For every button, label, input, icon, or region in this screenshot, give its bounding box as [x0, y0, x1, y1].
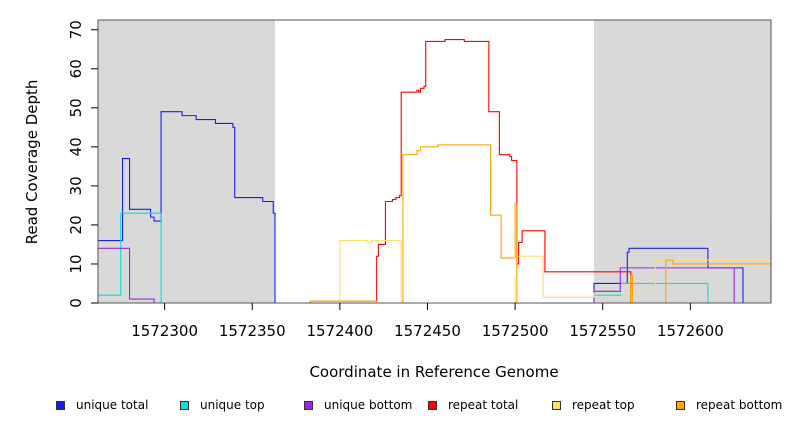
x-axis-ticks: 1572300 1572350 1572400 1572450 1572500 15725… [131, 303, 724, 340]
series-line-unique-total [98, 111, 771, 304]
legend-item: unique total [56, 398, 148, 412]
series-line-repeat-bottom [309, 144, 772, 304]
legend-label: repeat total [448, 398, 519, 412]
legend-item: repeat bottom [676, 398, 782, 412]
x-tick-label: 1572550 [569, 322, 636, 340]
series-line-repeat-total [309, 38, 772, 304]
y-tick-label: 20 [67, 215, 85, 234]
y-tick-label: 0 [67, 298, 85, 308]
x-tick-label: 1572300 [131, 322, 198, 340]
legend: unique total unique top unique bottom repea… [0, 398, 792, 420]
legend-swatch [180, 400, 189, 410]
legend-swatch [304, 400, 313, 410]
y-tick-label: 60 [67, 59, 85, 78]
x-tick-label: 1572600 [657, 322, 724, 340]
legend-label: unique total [76, 398, 149, 412]
legend-item: unique top [180, 398, 265, 412]
legend-item: repeat total [428, 398, 518, 412]
legend-swatch [428, 400, 437, 410]
y-axis-label: Read Coverage Depth [23, 80, 41, 245]
legend-swatch [552, 400, 561, 410]
legend-label: repeat top [572, 398, 635, 412]
legend-item: unique bottom [304, 398, 412, 412]
legend-label: repeat bottom [696, 398, 783, 412]
x-tick-label: 1572400 [306, 322, 373, 340]
shaded-region-0 [98, 20, 276, 303]
x-tick-label: 1572350 [219, 322, 286, 340]
plot-frame [97, 19, 772, 304]
x-tick-label: 1572500 [482, 322, 549, 340]
legend-swatch [676, 400, 685, 410]
shaded-regions [98, 20, 771, 303]
y-axis-ticks: 0 10 20 30 40 50 60 70 [67, 20, 98, 308]
y-tick-label: 40 [67, 137, 85, 156]
coverage-chart: 1572300 1572350 1572400 1572450 1572500 15725… [23, 19, 772, 381]
legend-label: unique bottom [324, 398, 413, 412]
shaded-region-1 [593, 20, 771, 303]
x-axis-label: Coordinate in Reference Genome [309, 363, 558, 381]
y-tick-label: 70 [67, 20, 85, 39]
legend-item: repeat top [552, 398, 635, 412]
legend-label: unique top [200, 398, 265, 412]
x-tick-label: 1572450 [394, 322, 461, 340]
y-tick-label: 10 [67, 254, 85, 273]
y-tick-label: 30 [67, 176, 85, 195]
legend-swatch [56, 400, 65, 410]
y-tick-label: 50 [67, 98, 85, 117]
